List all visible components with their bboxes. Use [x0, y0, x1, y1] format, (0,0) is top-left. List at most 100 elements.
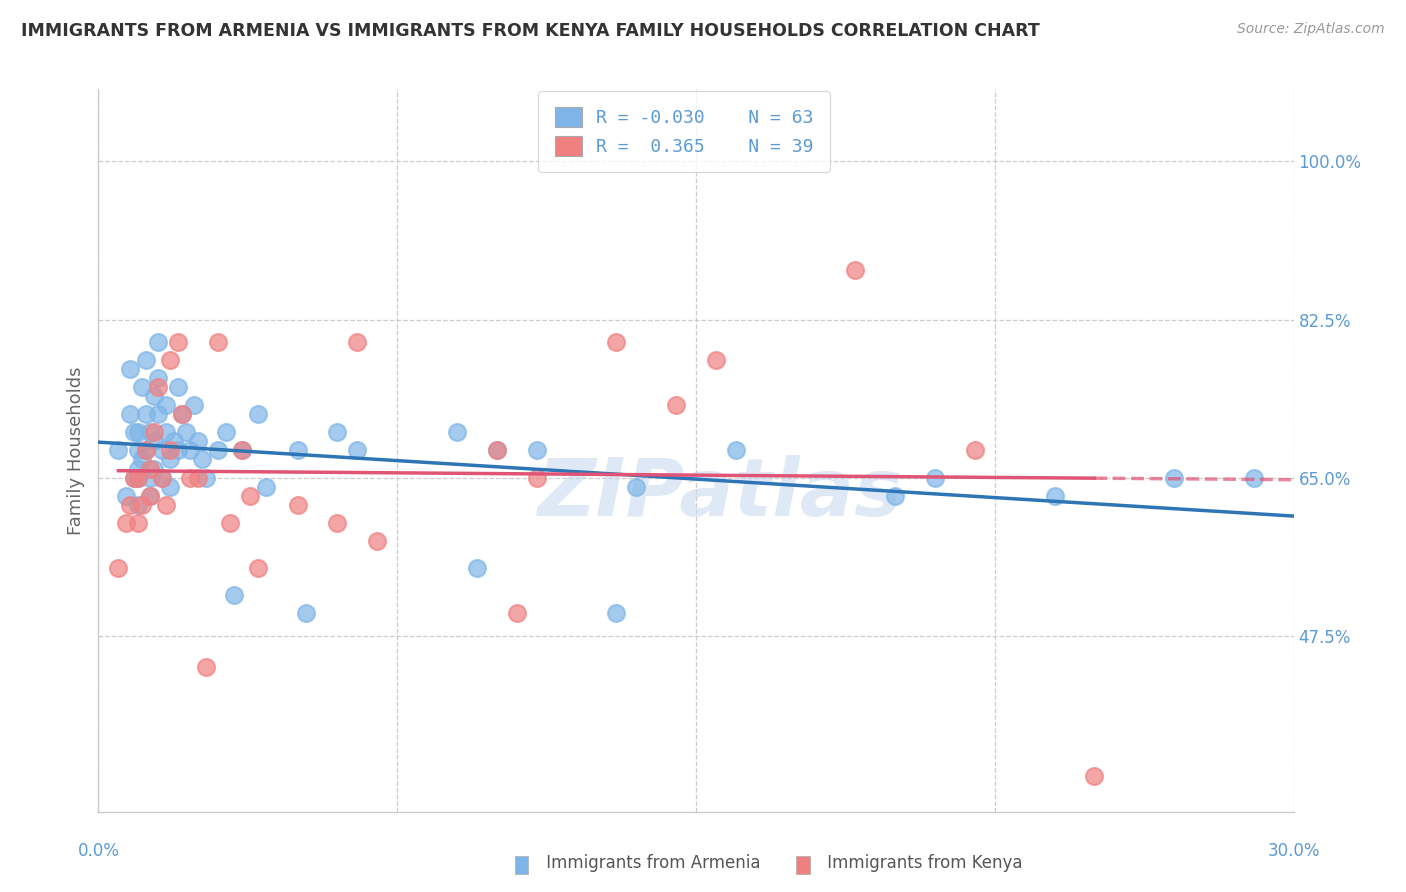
- Point: [131, 452, 153, 467]
- Point: [465, 561, 488, 575]
- Point: [131, 498, 153, 512]
- Point: [844, 262, 866, 277]
- Point: [326, 516, 349, 530]
- Point: [605, 606, 627, 620]
- Point: [207, 334, 229, 349]
- Point: [159, 353, 181, 368]
- Point: [239, 489, 262, 503]
- Point: [195, 470, 218, 484]
- Point: [143, 461, 166, 475]
- Point: [294, 606, 316, 620]
- Point: [174, 425, 197, 440]
- Point: [155, 425, 177, 440]
- Point: [163, 434, 186, 449]
- Point: [246, 561, 269, 575]
- Point: [222, 588, 245, 602]
- Point: [207, 443, 229, 458]
- Point: [366, 533, 388, 548]
- Point: [231, 443, 253, 458]
- Text: 30.0%: 30.0%: [1267, 842, 1320, 860]
- Point: [159, 443, 181, 458]
- Point: [167, 380, 190, 394]
- Point: [120, 407, 142, 422]
- Point: [139, 461, 162, 475]
- Point: [135, 407, 157, 422]
- Point: [131, 380, 153, 394]
- Point: [963, 443, 986, 458]
- Point: [148, 371, 170, 385]
- Point: [159, 480, 181, 494]
- Point: [159, 452, 181, 467]
- Point: [139, 489, 162, 503]
- Point: [148, 407, 170, 422]
- Point: [127, 443, 149, 458]
- Point: [155, 398, 177, 412]
- Point: [287, 498, 309, 512]
- Point: [127, 461, 149, 475]
- Point: [127, 425, 149, 440]
- Point: [172, 407, 194, 422]
- Point: [254, 480, 277, 494]
- Point: [139, 425, 162, 440]
- Point: [115, 489, 138, 503]
- Point: [150, 443, 173, 458]
- Text: Immigrants from Kenya: Immigrants from Kenya: [801, 855, 1024, 872]
- Point: [191, 452, 214, 467]
- Point: [183, 398, 205, 412]
- Point: [215, 425, 238, 440]
- Point: [127, 498, 149, 512]
- Point: [346, 334, 368, 349]
- Point: [1083, 769, 1105, 783]
- Point: [148, 334, 170, 349]
- Point: [143, 425, 166, 440]
- Text: 0.0%: 0.0%: [77, 842, 120, 860]
- Point: [167, 334, 190, 349]
- Point: [485, 443, 508, 458]
- Point: [326, 425, 349, 440]
- Point: [665, 398, 688, 412]
- Point: [179, 470, 201, 484]
- Point: [143, 434, 166, 449]
- Point: [526, 470, 548, 484]
- Point: [150, 470, 173, 484]
- Legend: R = -0.030    N = 63, R =  0.365    N = 39: R = -0.030 N = 63, R = 0.365 N = 39: [538, 91, 830, 172]
- Point: [167, 443, 190, 458]
- Point: [884, 489, 907, 503]
- Point: [924, 470, 946, 484]
- Point: [626, 480, 648, 494]
- Point: [446, 425, 468, 440]
- Point: [155, 498, 177, 512]
- Y-axis label: Family Households: Family Households: [66, 367, 84, 534]
- Point: [135, 443, 157, 458]
- Point: [107, 443, 129, 458]
- Point: [287, 443, 309, 458]
- Point: [506, 606, 529, 620]
- Text: ZIPatlas: ZIPatlas: [537, 455, 903, 533]
- Point: [139, 489, 162, 503]
- Point: [127, 470, 149, 484]
- Point: [115, 516, 138, 530]
- Point: [187, 434, 209, 449]
- Point: [724, 443, 747, 458]
- Point: [148, 380, 170, 394]
- Point: [107, 561, 129, 575]
- Bar: [796, 856, 810, 874]
- Point: [231, 443, 253, 458]
- Point: [704, 353, 727, 368]
- Point: [139, 470, 162, 484]
- Point: [179, 443, 201, 458]
- Point: [605, 334, 627, 349]
- Point: [1163, 470, 1185, 484]
- Point: [124, 470, 146, 484]
- Point: [127, 516, 149, 530]
- Point: [1243, 470, 1265, 484]
- Point: [124, 470, 146, 484]
- Point: [120, 498, 142, 512]
- Point: [135, 443, 157, 458]
- Point: [143, 389, 166, 403]
- Point: [120, 362, 142, 376]
- Text: Source: ZipAtlas.com: Source: ZipAtlas.com: [1237, 22, 1385, 37]
- Point: [127, 470, 149, 484]
- Point: [187, 470, 209, 484]
- Point: [1043, 489, 1066, 503]
